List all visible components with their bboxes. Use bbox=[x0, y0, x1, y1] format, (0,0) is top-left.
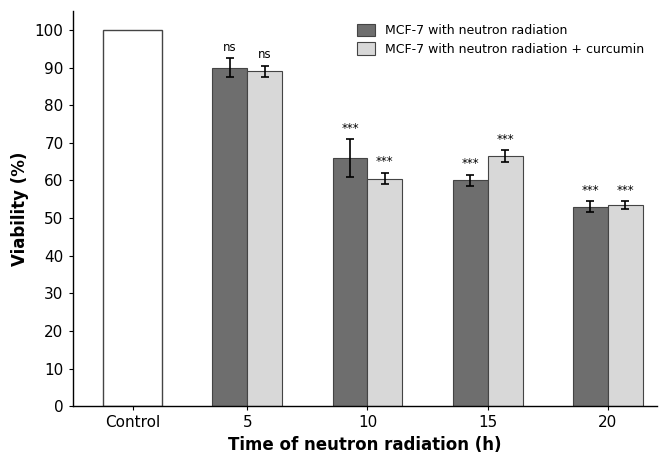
Text: ns: ns bbox=[223, 40, 236, 53]
Bar bbox=[488, 156, 522, 406]
Text: ***: *** bbox=[617, 184, 634, 197]
Text: ***: *** bbox=[581, 184, 599, 197]
Bar bbox=[212, 67, 247, 406]
Bar bbox=[367, 179, 402, 406]
Legend: MCF-7 with neutron radiation, MCF-7 with neutron radiation + curcumin: MCF-7 with neutron radiation, MCF-7 with… bbox=[350, 17, 651, 62]
Bar bbox=[103, 30, 162, 406]
Bar bbox=[572, 207, 608, 406]
Text: ns: ns bbox=[258, 48, 272, 61]
Text: ***: *** bbox=[462, 157, 479, 170]
Y-axis label: Viability (%): Viability (%) bbox=[11, 152, 29, 266]
Bar bbox=[247, 71, 283, 406]
Text: ***: *** bbox=[341, 121, 359, 134]
Text: ***: *** bbox=[376, 155, 393, 168]
Bar bbox=[608, 205, 643, 406]
Bar bbox=[333, 158, 367, 406]
Bar bbox=[453, 180, 488, 406]
X-axis label: Time of neutron radiation (h): Time of neutron radiation (h) bbox=[228, 436, 502, 454]
Text: ***: *** bbox=[496, 133, 514, 146]
